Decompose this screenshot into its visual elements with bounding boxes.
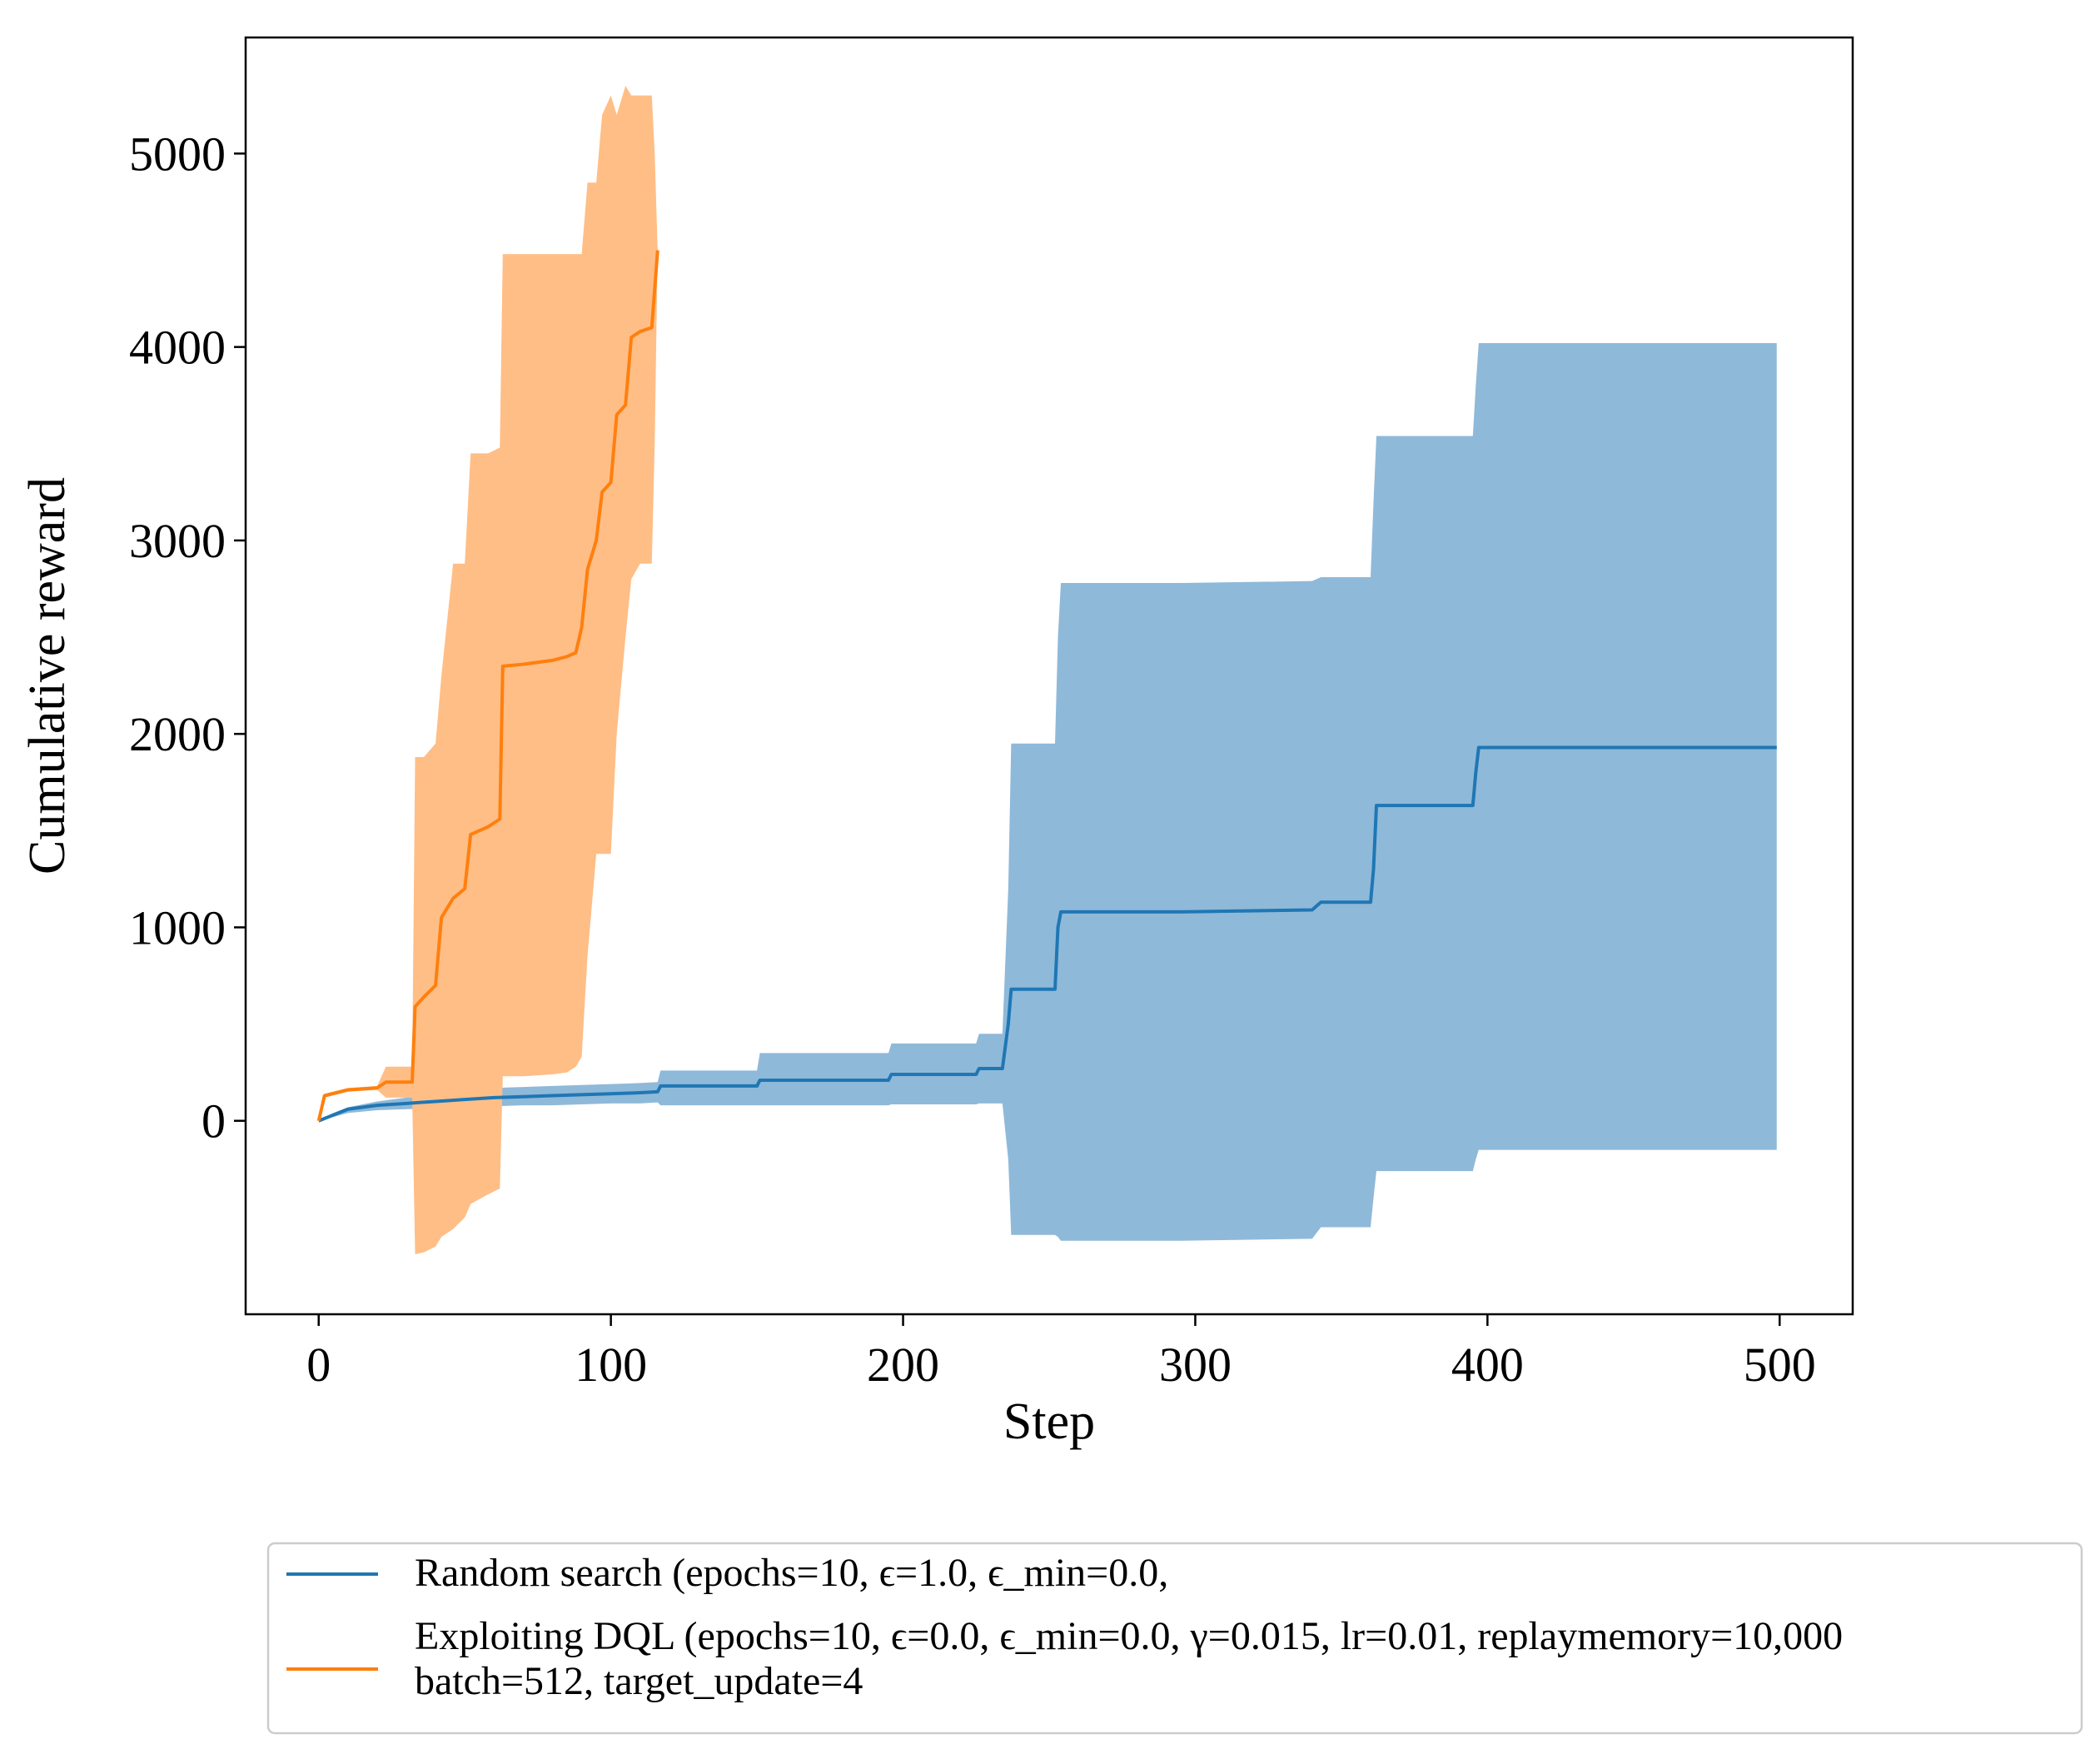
y-tick-label-0: 0: [202, 1094, 226, 1149]
x-axis-title: Step: [1003, 1393, 1095, 1450]
series-line-0: [317, 745, 1777, 1123]
legend-label-1-0: Exploiting DQL (epochs=10, ϵ=0.0, ϵ_min=…: [415, 1614, 1843, 1658]
y-tick-label-5: 5000: [129, 127, 226, 181]
axes-frame: [244, 36, 1854, 1316]
series-band-1: [318, 86, 658, 1254]
y-tick-label-1: 1000: [129, 900, 226, 954]
y-tick-label-3: 3000: [129, 514, 226, 568]
legend-box: [266, 1542, 2083, 1735]
plot-area: [316, 86, 1777, 1254]
x-tick-label-0: 0: [306, 1338, 331, 1392]
y-tick-label-2: 2000: [129, 707, 226, 761]
x-tick-label-5: 500: [1744, 1338, 1816, 1392]
x-tick-label-1: 100: [575, 1338, 647, 1392]
y-tick-label-4: 4000: [129, 321, 226, 375]
legend-label-1-1: batch=512, target_update=4: [415, 1659, 863, 1703]
x-tick-label-2: 200: [867, 1338, 939, 1392]
legend: Random search (epochs=10, ϵ=1.0, ϵ_min=0…: [266, 1542, 2083, 1735]
series-line-1: [316, 250, 659, 1122]
series-band-0: [318, 342, 1777, 1241]
x-tick-label-4: 400: [1451, 1338, 1524, 1392]
x-tick-label-3: 300: [1159, 1338, 1232, 1392]
legend-label-0-0: Random search (epochs=10, ϵ=1.0, ϵ_min=0…: [415, 1551, 1168, 1595]
y-axis-title: Cumulative reward: [19, 477, 76, 875]
plot-series: [316, 86, 1777, 1254]
